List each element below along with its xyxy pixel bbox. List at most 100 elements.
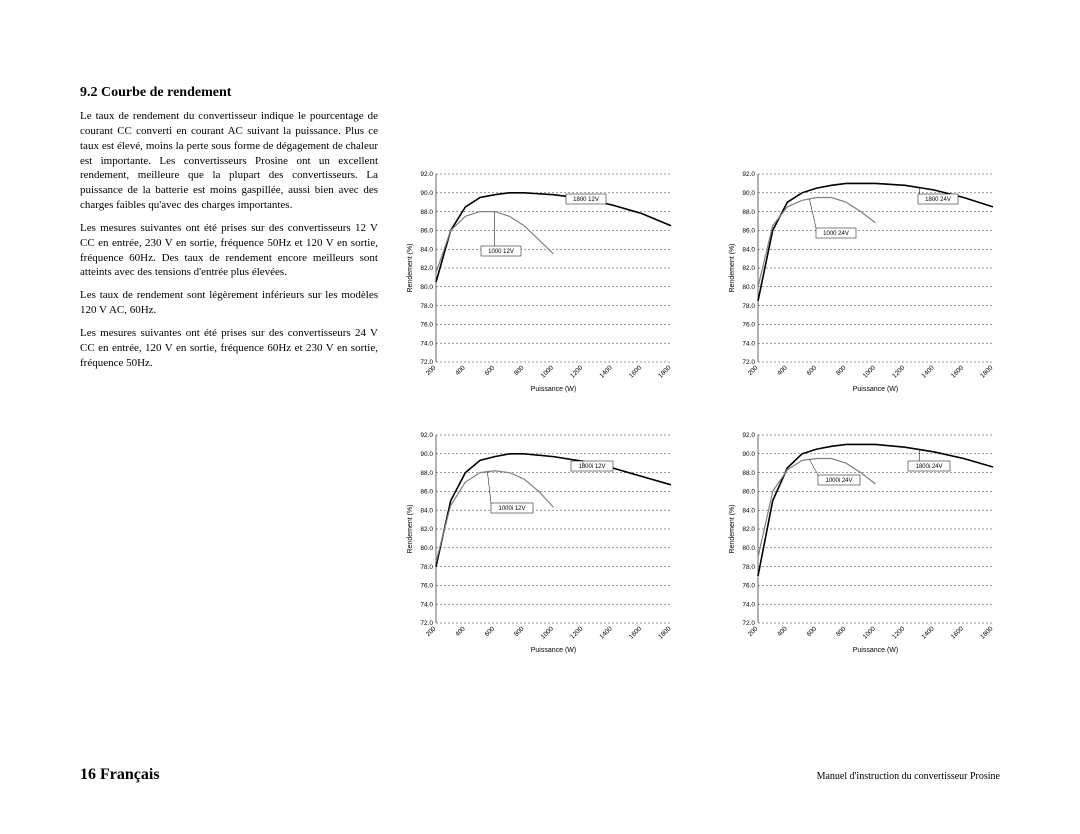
series-1800-12V [436,193,671,282]
svg-text:80.0: 80.0 [420,545,433,552]
paragraph: Les mesures suivantes ont été prises sur… [80,221,378,280]
svg-text:1400: 1400 [920,625,935,640]
svg-text:1200: 1200 [891,625,906,640]
svg-text:600: 600 [806,625,819,638]
svg-text:1800: 1800 [657,364,672,379]
svg-text:80.0: 80.0 [742,545,755,552]
chart-top-left: 72.074.076.078.080.082.084.086.088.090.0… [406,169,676,394]
page-footer: 16 Français Manuel d'instruction du conv… [80,766,1000,784]
svg-text:86.0: 86.0 [420,489,433,496]
chart-cell-top-left: 72.074.076.078.080.082.084.086.088.090.0… [406,169,678,394]
svg-text:86.0: 86.0 [742,228,755,235]
svg-text:86.0: 86.0 [742,489,755,496]
svg-text:1600: 1600 [950,364,965,379]
svg-text:400: 400 [776,364,789,377]
svg-text:84.0: 84.0 [742,507,755,514]
svg-text:76.0: 76.0 [420,583,433,590]
svg-text:1600: 1600 [950,625,965,640]
svg-text:92.0: 92.0 [420,171,433,178]
series-1000-24V [758,198,876,287]
svg-text:1400: 1400 [920,364,935,379]
svg-text:Rendement (%): Rendement (%) [407,243,414,292]
svg-text:78.0: 78.0 [742,303,755,310]
svg-text:92.0: 92.0 [420,432,433,439]
svg-text:Rendement (%): Rendement (%) [729,243,736,292]
svg-text:800: 800 [835,364,848,377]
body-columns: Le taux de rendement du convertisseur in… [80,109,1000,655]
svg-text:1000i 24V: 1000i 24V [825,478,852,484]
svg-text:82.0: 82.0 [420,265,433,272]
svg-text:400: 400 [454,625,467,638]
svg-text:78.0: 78.0 [742,564,755,571]
svg-text:1800i 12V: 1800i 12V [578,464,605,470]
svg-text:1400: 1400 [598,625,613,640]
svg-text:82.0: 82.0 [742,265,755,272]
svg-text:76.0: 76.0 [420,322,433,329]
paragraph: Le taux de rendement du convertisseur in… [80,109,378,213]
svg-text:84.0: 84.0 [742,246,755,253]
svg-text:1200: 1200 [569,625,584,640]
chart-cell-bottom-right: 72.074.076.078.080.082.084.086.088.090.0… [728,430,1000,655]
svg-text:74.0: 74.0 [742,340,755,347]
svg-text:1200: 1200 [569,364,584,379]
svg-text:78.0: 78.0 [420,303,433,310]
svg-text:1800: 1800 [979,625,994,640]
svg-text:1800 24V: 1800 24V [925,197,951,203]
svg-text:1000: 1000 [540,364,555,379]
svg-text:1800: 1800 [657,625,672,640]
chart-cell-bottom-left: 72.074.076.078.080.082.084.086.088.090.0… [406,430,678,655]
svg-text:400: 400 [454,364,467,377]
svg-text:80.0: 80.0 [420,284,433,291]
svg-text:Puissance (W): Puissance (W) [853,647,899,654]
footer-page-number: 16 Français [80,766,160,784]
svg-text:74.0: 74.0 [742,601,755,608]
svg-text:88.0: 88.0 [742,470,755,477]
svg-text:90.0: 90.0 [420,451,433,458]
svg-text:84.0: 84.0 [420,246,433,253]
svg-text:86.0: 86.0 [420,228,433,235]
svg-text:Puissance (W): Puissance (W) [531,647,577,654]
chart-bottom-right: 72.074.076.078.080.082.084.086.088.090.0… [728,430,998,655]
svg-text:1000i 12V: 1000i 12V [498,506,525,512]
series-1000i-24V [758,459,876,558]
chart-grid: 72.074.076.078.080.082.084.086.088.090.0… [406,109,1000,655]
svg-text:88.0: 88.0 [420,209,433,216]
svg-text:82.0: 82.0 [420,526,433,533]
svg-text:82.0: 82.0 [742,526,755,533]
svg-text:1000 24V: 1000 24V [823,231,849,237]
section-title: 9.2 Courbe de rendement [80,85,1000,101]
chart-cell-top-right: 72.074.076.078.080.082.084.086.088.090.0… [728,169,1000,394]
svg-text:Puissance (W): Puissance (W) [853,386,899,393]
svg-text:1800i 24V: 1800i 24V [915,464,942,470]
paragraph: Les mesures suivantes ont été prises sur… [80,326,378,371]
svg-text:800: 800 [835,625,848,638]
svg-text:1000 12V: 1000 12V [488,249,514,255]
svg-text:76.0: 76.0 [742,583,755,590]
svg-text:1800: 1800 [979,364,994,379]
svg-text:Puissance (W): Puissance (W) [531,386,577,393]
svg-text:600: 600 [484,625,497,638]
series-1000i-12V [436,471,554,562]
svg-text:74.0: 74.0 [420,340,433,347]
svg-text:74.0: 74.0 [420,601,433,608]
svg-text:78.0: 78.0 [420,564,433,571]
svg-text:84.0: 84.0 [420,507,433,514]
svg-text:Rendement (%): Rendement (%) [729,504,736,553]
svg-text:1600: 1600 [628,364,643,379]
svg-text:90.0: 90.0 [742,190,755,197]
text-column: Le taux de rendement du convertisseur in… [80,109,378,655]
svg-text:600: 600 [484,364,497,377]
svg-text:90.0: 90.0 [742,451,755,458]
chart-top-right: 72.074.076.078.080.082.084.086.088.090.0… [728,169,998,394]
svg-text:1400: 1400 [598,364,613,379]
svg-text:800: 800 [513,364,526,377]
svg-text:400: 400 [776,625,789,638]
svg-text:92.0: 92.0 [742,432,755,439]
svg-text:1200: 1200 [891,364,906,379]
document-page: 9.2 Courbe de rendement Le taux de rende… [0,0,1080,834]
svg-text:Rendement (%): Rendement (%) [407,504,414,553]
svg-text:76.0: 76.0 [742,322,755,329]
svg-text:800: 800 [513,625,526,638]
footer-manual-title: Manuel d'instruction du convertisseur Pr… [817,771,1000,782]
svg-text:1800 12V: 1800 12V [573,197,599,203]
